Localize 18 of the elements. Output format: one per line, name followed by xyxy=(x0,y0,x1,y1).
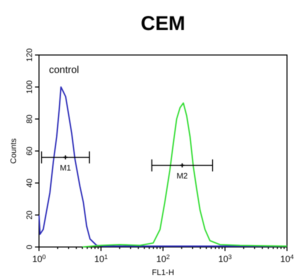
y-tick-label: 40 xyxy=(25,178,34,188)
x-axis-title: FL1-H xyxy=(152,268,174,277)
y-tick-label: 0 xyxy=(25,244,34,250)
series-label: M1 xyxy=(60,163,72,172)
y-tick-label: 80 xyxy=(25,114,34,124)
x-tick-label: 10$^{0}$ xyxy=(32,254,46,264)
annotation: control xyxy=(49,65,80,76)
series-label: M2 xyxy=(176,171,188,180)
y-tick-label: 100 xyxy=(25,80,34,94)
y-tick-label: 20 xyxy=(25,210,34,220)
chart-title: CEM xyxy=(140,13,186,35)
x-tick-label: 10$^{1}$ xyxy=(94,254,108,264)
x-tick-label: 10$^{4}$ xyxy=(280,254,294,264)
y-axis-title: Counts xyxy=(9,138,18,164)
x-tick-label: 10$^{2}$ xyxy=(156,254,170,264)
x-tick-label: 10$^{3}$ xyxy=(218,254,232,264)
y-tick-label: 60 xyxy=(25,146,34,156)
y-tick-label: 120 xyxy=(25,48,34,62)
